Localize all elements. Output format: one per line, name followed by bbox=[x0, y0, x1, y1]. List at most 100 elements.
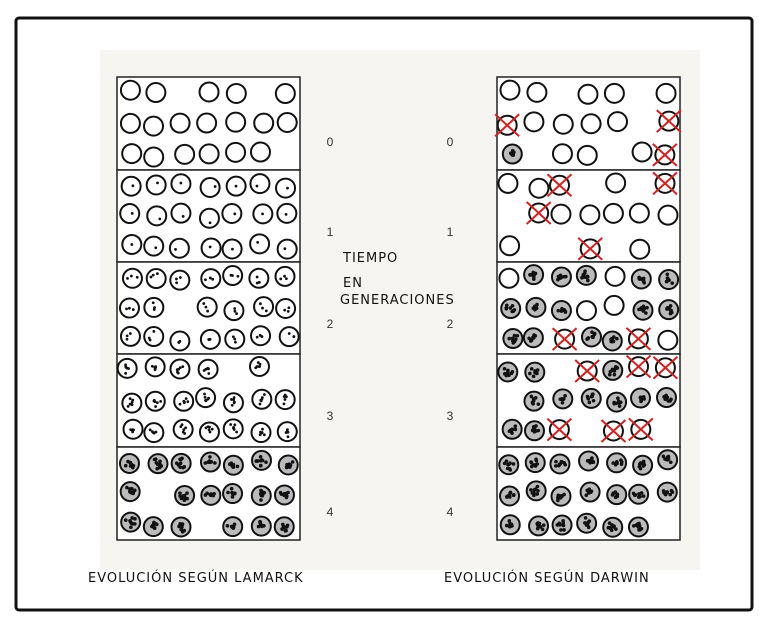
organism-dot bbox=[184, 426, 188, 430]
organism-dot bbox=[208, 276, 212, 280]
organism-dot bbox=[207, 396, 211, 400]
organism-dot bbox=[669, 397, 673, 402]
organism-dot bbox=[256, 524, 261, 529]
generation-label: 4 bbox=[327, 505, 334, 519]
organism-dot bbox=[131, 308, 135, 311]
organism-dot bbox=[504, 459, 509, 463]
organism-dot bbox=[153, 306, 156, 309]
organism-dot bbox=[186, 400, 190, 404]
organism-dot bbox=[235, 430, 239, 434]
generation-label: 3 bbox=[447, 409, 454, 423]
organism-dot bbox=[559, 494, 563, 498]
organism-dot bbox=[506, 370, 510, 374]
generation-label: 2 bbox=[447, 317, 454, 331]
organism-dot bbox=[283, 394, 287, 398]
organism-dot bbox=[287, 306, 291, 310]
organism bbox=[225, 82, 247, 104]
organism-dot bbox=[155, 462, 160, 467]
organism bbox=[200, 237, 222, 259]
organism-dot bbox=[256, 361, 260, 364]
organism-dot bbox=[133, 517, 137, 521]
organism-dot bbox=[614, 401, 618, 406]
organism-dot bbox=[612, 335, 616, 339]
organism-dot bbox=[292, 335, 296, 338]
organism-dot bbox=[532, 273, 536, 278]
organism-dot bbox=[279, 277, 283, 281]
organism-dot bbox=[560, 400, 565, 405]
organism-dot bbox=[126, 276, 129, 280]
organism-dot bbox=[125, 337, 129, 341]
organism-dot bbox=[259, 488, 263, 493]
organism-dot bbox=[233, 212, 237, 216]
organism-dot bbox=[505, 466, 510, 471]
organism-dot bbox=[128, 464, 133, 468]
organism-dot bbox=[182, 401, 186, 405]
generation-label: 1 bbox=[327, 225, 334, 239]
organism-dot bbox=[561, 397, 566, 401]
cross bbox=[652, 171, 678, 196]
organism-dot bbox=[562, 308, 566, 312]
organism-dot bbox=[135, 275, 139, 279]
organism-dot bbox=[284, 212, 288, 216]
organism-dot bbox=[204, 278, 207, 282]
organism-dot bbox=[528, 272, 533, 277]
organism-dot bbox=[152, 398, 156, 402]
organism-dot bbox=[181, 365, 185, 369]
organism-dot bbox=[668, 492, 673, 497]
organism-dot bbox=[561, 523, 565, 527]
organism-dot bbox=[204, 426, 208, 430]
organism-dot bbox=[255, 184, 259, 188]
organism-dot bbox=[665, 272, 670, 277]
organism bbox=[550, 203, 572, 225]
organism bbox=[631, 141, 653, 163]
organism-dot bbox=[513, 337, 518, 341]
organism-dot bbox=[533, 304, 537, 309]
caption: EVOLUCIÓN SEGÚN LAMARCK bbox=[88, 570, 304, 586]
organism-dot bbox=[511, 337, 515, 341]
organism-dot bbox=[178, 465, 182, 469]
organism-dot bbox=[615, 492, 620, 497]
organism-dot bbox=[210, 427, 214, 431]
organism-dot bbox=[232, 426, 235, 430]
organism bbox=[607, 111, 629, 133]
organism-dot bbox=[158, 217, 162, 221]
organism-dot bbox=[208, 460, 213, 464]
organism-dot bbox=[286, 435, 290, 439]
organism-dot bbox=[615, 336, 619, 341]
organism-dot bbox=[235, 312, 238, 316]
organism bbox=[198, 81, 220, 103]
organism-dot bbox=[529, 394, 534, 399]
organism-dot bbox=[607, 372, 612, 377]
organism-dot bbox=[207, 338, 211, 341]
organism-dot bbox=[258, 362, 262, 366]
organism bbox=[249, 141, 271, 163]
organism-dot bbox=[592, 331, 597, 336]
organism bbox=[221, 202, 243, 224]
organism-dot bbox=[182, 428, 186, 432]
organism bbox=[524, 452, 546, 474]
organism-dot bbox=[126, 404, 130, 408]
organism bbox=[225, 111, 247, 133]
organism bbox=[499, 79, 521, 101]
organism-dot bbox=[125, 334, 129, 338]
organism bbox=[121, 267, 143, 289]
organism bbox=[497, 172, 519, 194]
organism-dot bbox=[125, 307, 128, 311]
organism-dot bbox=[507, 373, 511, 378]
organism bbox=[198, 143, 220, 165]
organism-dot bbox=[260, 524, 264, 529]
organism bbox=[249, 173, 271, 195]
generation-label: 0 bbox=[447, 135, 454, 149]
caption: EVOLUCIÓN SEGÚN DARWIN bbox=[444, 570, 650, 586]
organism-dot bbox=[205, 491, 209, 496]
organism-dot bbox=[615, 366, 620, 370]
organism-dot bbox=[209, 493, 213, 497]
organism-dot bbox=[513, 424, 518, 429]
organism-dot bbox=[530, 464, 534, 469]
organism bbox=[196, 112, 218, 134]
organism-dot bbox=[147, 336, 151, 340]
organism-dot bbox=[590, 330, 594, 335]
organism bbox=[120, 175, 142, 197]
center-label: TIEMPO bbox=[342, 251, 398, 266]
organism-dot bbox=[665, 395, 670, 400]
